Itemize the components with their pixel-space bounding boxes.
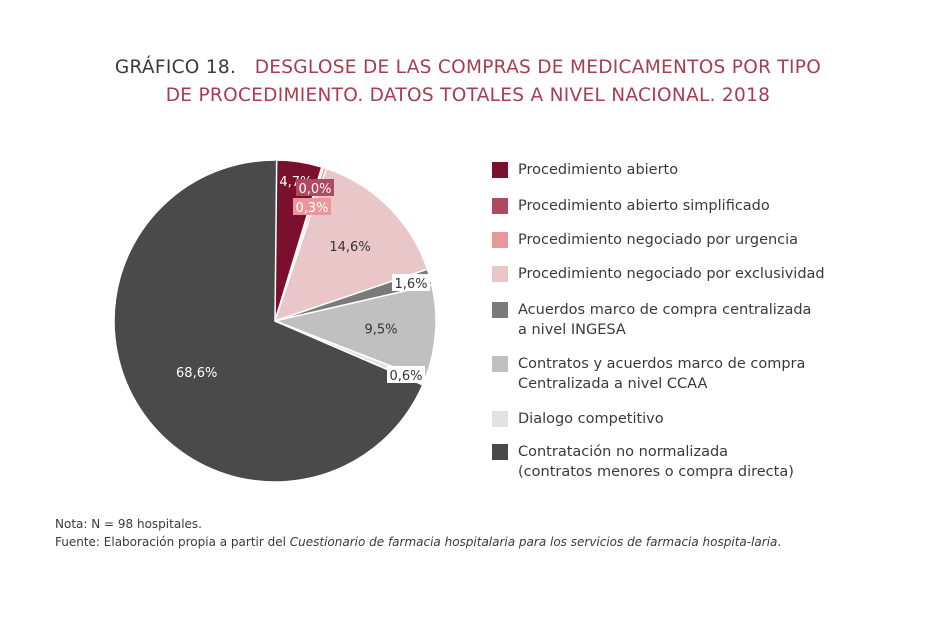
title-line-2: DE PROCEDIMIENTO. DATOS TOTALES A NIVEL … — [165, 85, 771, 106]
source-prefix: Fuente: Elaboración propia a partir del — [55, 535, 290, 549]
pie-data-label: 14,6% — [329, 240, 370, 255]
note-line: Nota: N = 98 hospitales. — [55, 517, 202, 531]
pie-slice — [272, 283, 437, 381]
pie-data-label: 0,6% — [389, 369, 422, 384]
legend-item: Contratación no normalizada (contratos m… — [492, 442, 918, 482]
chart-title: GRÁFICO 18. DESGLOSE DE LAS COMPRAS DE M… — [0, 54, 936, 110]
pie-data-label: 0,0% — [298, 182, 331, 197]
legend-swatch — [492, 198, 508, 214]
pie-label-background — [387, 366, 425, 383]
legend-item: Procedimiento negociado por urgencia — [492, 230, 918, 250]
legend-swatch — [492, 411, 508, 427]
pie-data-label-group: 0,0% — [296, 179, 334, 197]
legend-item: Procedimiento negociado por exclusividad — [492, 264, 918, 284]
legend-swatch — [492, 302, 508, 318]
source-line: Fuente: Elaboración propia a partir del … — [55, 533, 925, 551]
pie-data-label-group: 68,6% — [176, 366, 217, 381]
pie-data-label-group: 9,5% — [364, 323, 397, 338]
legend-swatch — [492, 162, 508, 178]
pie-data-label: 0,3% — [295, 201, 328, 216]
chart-title-line-1: GRÁFICO 18. DESGLOSE DE LAS COMPRAS DE M… — [0, 54, 936, 82]
pie-data-label: 68,6% — [176, 366, 217, 381]
pie-data-label-group: 14,6% — [329, 240, 370, 255]
legend-label: Procedimiento abierto simplificado — [518, 198, 770, 214]
pie-label-background — [392, 274, 430, 291]
source-title: Cuestionario de farmacia hospitalaria pa… — [289, 535, 778, 549]
legend-swatch — [492, 356, 508, 372]
pie-data-label: 1,6% — [394, 277, 427, 292]
pie-data-label-group: 1,6% — [392, 274, 430, 292]
legend-swatch — [492, 444, 508, 460]
pie-data-label: 9,5% — [364, 323, 397, 338]
pie-slice — [273, 167, 429, 323]
legend-item: Procedimiento abierto simplificado — [492, 196, 918, 216]
legend-item: Acuerdos marco de compra centralizada a … — [492, 300, 918, 340]
source-suffix: . — [777, 535, 782, 549]
figure-label: GRÁFICO 18. — [114, 57, 237, 78]
pie-slice — [113, 159, 424, 483]
legend-item: Procedimiento abierto — [492, 160, 918, 180]
legend-label: Acuerdos marco de compra centralizada a … — [518, 302, 812, 338]
legend-item: Contratos y acuerdos marco de compra Cen… — [492, 354, 918, 394]
legend-label: Procedimiento abierto — [518, 162, 679, 178]
legend-label: Procedimiento negociado por urgencia — [518, 232, 799, 248]
pie-data-label-group: 0,3% — [293, 198, 331, 216]
chart-notes: Nota: N = 98 hospitales. Fuente: Elabora… — [55, 515, 925, 551]
pie-label-background — [293, 198, 331, 215]
legend-label: Contratos y acuerdos marco de compra Cen… — [518, 356, 806, 392]
title-line-1: DESGLOSE DE LAS COMPRAS DE MEDICAMENTOS … — [254, 57, 822, 78]
pie-data-label-group: 0,6% — [387, 366, 425, 384]
legend-item: Dialogo competitivo — [492, 409, 918, 429]
legend-label: Dialogo competitivo — [518, 411, 664, 427]
legend-label: Contratación no normalizada (contratos m… — [518, 444, 794, 480]
pie-label-background — [296, 179, 334, 196]
legend-label: Procedimiento negociado por exclusividad — [518, 266, 825, 282]
legend-swatch — [492, 266, 508, 282]
legend-swatch — [492, 232, 508, 248]
